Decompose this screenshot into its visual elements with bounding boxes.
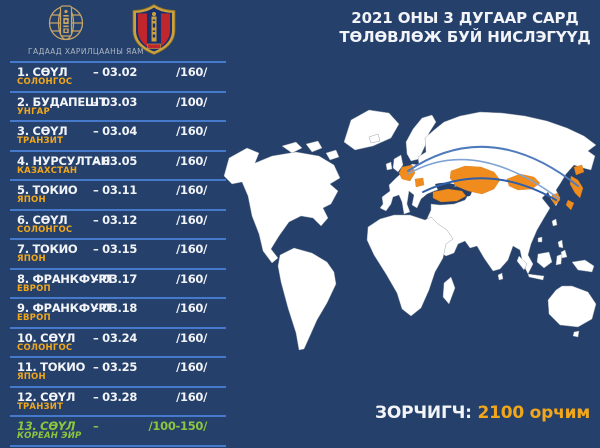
flight-date: – 03.24 <box>93 330 138 345</box>
highlight-japan-hokkaido <box>573 164 585 176</box>
flight-country-label: КАЗАХСТАН <box>17 165 78 176</box>
flight-destination: 4. НУРСУЛТАН <box>17 153 110 168</box>
world-map <box>223 109 597 351</box>
flight-destination: 7. ТОКИО <box>17 242 78 256</box>
emergency-shield-icon <box>132 4 176 55</box>
flight-country-label: ЯПОН <box>17 372 46 382</box>
continents <box>223 109 597 351</box>
flight-destination: 3. СӨҮЛ <box>17 124 68 138</box>
flight-destination: 6. СӨҮЛ <box>17 212 68 227</box>
flight-date: – 03.28 <box>93 389 138 404</box>
flight-row: 3. СӨҮЛ – 03.04 /160/ ТРАНЗИТ <box>10 122 226 152</box>
flight-country-label: ТРАНЗИТ <box>17 136 64 146</box>
flight-date: – 03.18 <box>93 301 138 315</box>
title-line-2: ТӨЛӨВЛӨЖ БУЙ НИСЛЭГҮҮД <box>339 28 591 46</box>
flight-country-label: СОЛОНГОС <box>17 77 73 87</box>
passengers-total: ЗОРЧИГЧ: 2100 орчим <box>375 403 590 423</box>
flight-row: 12. СӨҮЛ – 03.28 /160/ ТРАНЗИТ <box>10 388 226 417</box>
highlight-mongolia <box>506 173 541 191</box>
flight-date: – 03.03 <box>93 94 138 109</box>
flight-country-label: ЯПОН <box>17 254 46 264</box>
passenger-count: /160/ <box>176 360 207 374</box>
flight-country-label: УНГАР <box>17 106 50 117</box>
passenger-count: /160/ <box>176 330 207 345</box>
flight-list: 1. СӨҮЛ – 03.02 /160/ СОЛОНГОС 2. БУДАПЕ… <box>10 61 226 448</box>
flight-destination: 8. ФРАНКФУРТ <box>17 271 115 286</box>
flight-row: 6. СӨҮЛ – 03.12 /160/ СОЛОНГОС <box>10 211 226 240</box>
flight-row: 5. ТОКИО – 03.11 /160/ ЯПОН <box>10 181 226 211</box>
highlight-kazakhstan <box>449 165 501 195</box>
flight-date: – 03.05 <box>93 153 138 168</box>
highlight-japan-kyushu <box>565 199 575 211</box>
flight-date: – 03.11 <box>93 183 138 197</box>
flight-date: – 03.25 <box>93 360 138 374</box>
flight-destination: 10. СӨҮЛ <box>17 330 76 345</box>
passenger-count: /160/ <box>176 212 207 227</box>
flight-country-label: КОРЕАН ЭЙР <box>17 431 82 441</box>
passenger-count: /160/ <box>176 65 207 79</box>
highlight-turkey <box>432 188 467 203</box>
highlight-japan-honshu <box>569 175 584 199</box>
flight-row: 4. НУРСУЛТАН – 03.05 /160/ КАЗАХСТАН <box>10 152 226 181</box>
passengers-label: ЗОРЧИГЧ: <box>375 403 472 423</box>
flight-date: – <box>93 419 99 433</box>
flight-row: 9. ФРАНКФУРТ – 03.18 /160/ ЕВРОП <box>10 299 226 329</box>
passenger-count: /100/ <box>176 94 207 109</box>
passenger-count: /100-150/ <box>148 419 208 433</box>
flight-destination: 12. СӨҮЛ <box>17 389 76 404</box>
flight-row: 7. ТОКИО – 03.15 /160/ ЯПОН <box>10 240 226 270</box>
page-title: 2021 ОНЫ 3 ДУГААР САРД ТӨЛӨВЛӨЖ БУЙ НИСЛ… <box>300 9 600 47</box>
flight-country-label: ТРАНЗИТ <box>17 401 64 412</box>
flight-row: 11. ТОКИО – 03.25 /160/ ЯПОН <box>10 358 226 388</box>
flight-date: – 03.15 <box>93 242 138 256</box>
flight-destination: 11. ТОКИО <box>17 360 86 374</box>
flight-country-label: ЕВРОП <box>17 313 51 323</box>
flight-date: – 03.17 <box>93 271 138 286</box>
globe-emblem-icon <box>48 5 84 41</box>
passenger-count: /160/ <box>176 242 207 256</box>
ministry-name-label: ГАДААД ХАРИЛЦААНЫ ЯАМ <box>27 47 145 56</box>
flight-destination: 9. ФРАНКФУРТ <box>17 301 115 315</box>
passenger-count: /160/ <box>176 301 207 315</box>
passenger-count: /160/ <box>176 124 207 138</box>
flight-row: 10. СӨҮЛ – 03.24 /160/ СОЛОНГОС <box>10 329 226 358</box>
flight-row: 2. БУДАПЕШТ – 03.03 /100/ УНГАР <box>10 93 226 122</box>
flight-route-arc <box>407 145 579 187</box>
highlighted-countries <box>398 164 585 211</box>
flight-routes <box>407 145 579 201</box>
flight-date: – 03.02 <box>93 65 138 79</box>
flight-row: 13. СӨҮЛ – /100-150/ КОРЕАН ЭЙР <box>10 417 226 447</box>
highlight-hungary <box>414 177 425 188</box>
passenger-count: /160/ <box>176 271 207 286</box>
flight-row: 1. СӨҮЛ – 03.02 /160/ СОЛОНГОС <box>10 63 226 93</box>
flight-country-label: ЯПОН <box>17 195 46 205</box>
flight-destination: 1. СӨҮЛ <box>17 65 68 79</box>
flight-country-label: СОЛОНГОС <box>17 342 73 353</box>
flight-row: 8. ФРАНКФУРТ – 03.17 /160/ ЕВРОП <box>10 270 226 299</box>
passengers-value: 2100 орчим <box>477 403 591 423</box>
passenger-count: /160/ <box>176 153 207 168</box>
flight-date: – 03.12 <box>93 212 138 227</box>
passenger-count: /160/ <box>176 389 207 404</box>
flight-date: – 03.04 <box>93 124 138 138</box>
title-line-1: 2021 ОНЫ 3 ДУГААР САРД <box>351 9 579 27</box>
flight-destination: 13. СӨҮЛ <box>17 419 76 433</box>
flight-route-arc <box>407 158 559 199</box>
passenger-count: /160/ <box>176 183 207 197</box>
flight-destination: 2. БУДАПЕШТ <box>17 94 107 109</box>
flight-country-label: ЕВРОП <box>17 283 51 294</box>
flight-destination: 5. ТОКИО <box>17 183 78 197</box>
flight-country-label: СОЛОНГОС <box>17 224 73 235</box>
flight-route-arc <box>422 177 557 201</box>
